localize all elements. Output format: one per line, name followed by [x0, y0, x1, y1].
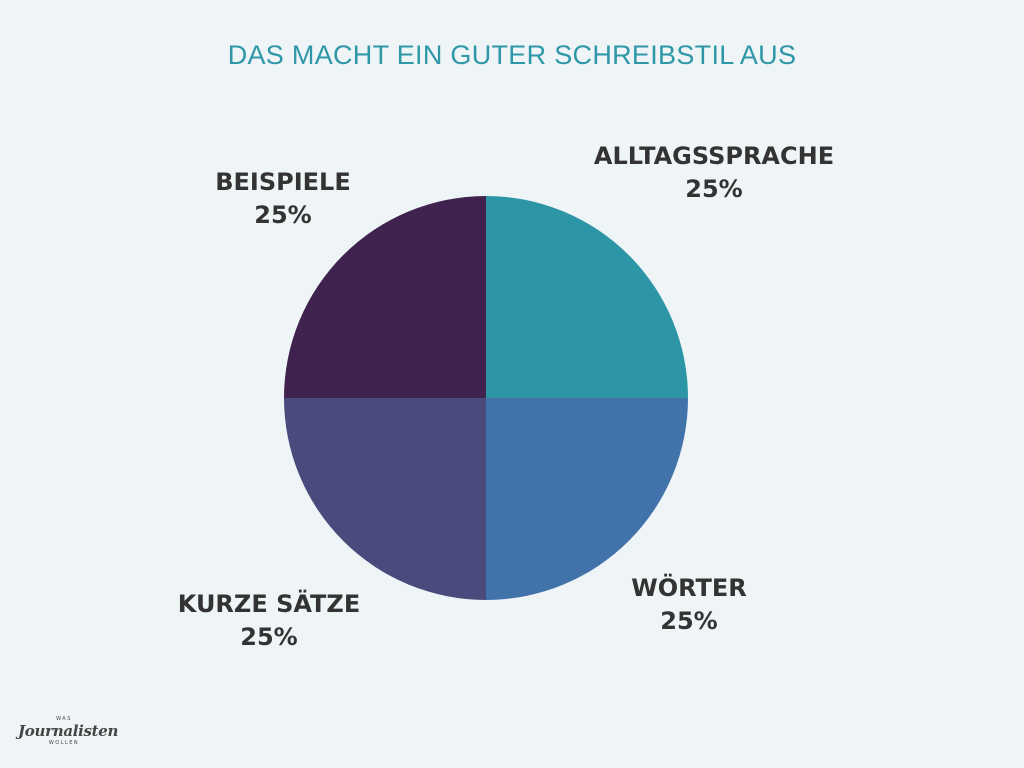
pie-slice: [486, 398, 688, 600]
slice-value-label: 25%: [685, 175, 742, 203]
logo-main-text: Journalisten: [18, 722, 119, 740]
pie-slice: [284, 196, 486, 398]
logo-bottom-text: WOLLEN: [48, 740, 80, 746]
slice-label: KURZE SÄTZE: [178, 589, 360, 618]
chart-title: DAS MACHT EIN GUTER SCHREIBSTIL AUS: [227, 40, 797, 70]
logo-top-text: WAS: [56, 716, 72, 722]
slice-value-label: 25%: [660, 607, 717, 635]
pie-slice: [486, 196, 688, 398]
slice-label: ALLTAGSSPRACHE: [594, 142, 834, 170]
pie-slice: [284, 398, 486, 600]
slice-label: WÖRTER: [631, 572, 747, 602]
slice-value-label: 25%: [254, 201, 311, 229]
pie-labels: ALLTAGSSPRACHE 25% WÖRTER 25% KURZE SÄTZE 25%…: [178, 142, 834, 651]
brand-logo: WAS Journalisten WOLLEN: [18, 716, 119, 756]
slice-label: BEISPIELE: [215, 168, 351, 196]
slice-value-label: 25%: [240, 623, 297, 651]
pie-slices: [284, 196, 688, 600]
